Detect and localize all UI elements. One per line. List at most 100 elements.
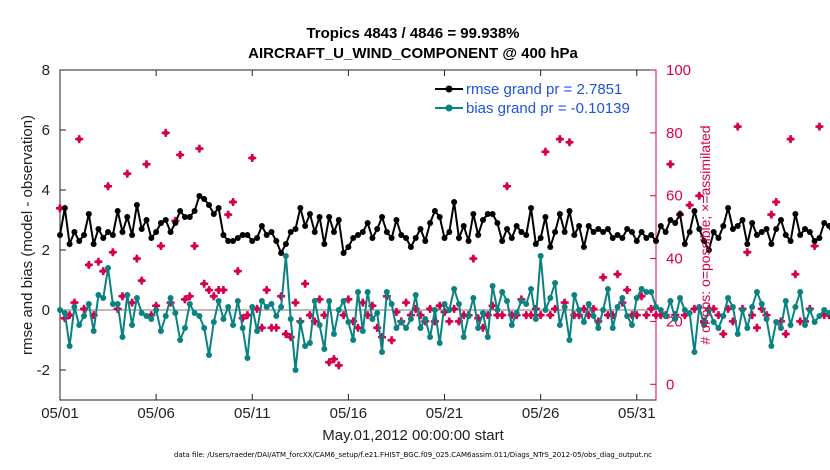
obs-point-core [821,312,827,318]
y2-axis-label: # of obs: o=possible; ×=assimilated [697,125,713,344]
obs-point-core [600,274,606,281]
rmse-point [335,217,342,223]
rmse-point [648,232,655,238]
rmse-point [138,226,145,232]
bias-point [619,295,626,301]
bias-point [475,325,482,331]
bias-point [95,292,102,298]
obs-point-core [57,205,63,211]
bias-point [513,310,520,316]
bias-point [696,304,703,310]
y2-tick-label: 40 [666,251,683,268]
bias-point [66,343,73,349]
obs-point-core [586,312,592,318]
rmse-point [143,217,150,223]
bias-point [436,340,443,346]
bias-point [388,301,395,307]
rmse-point [604,226,611,232]
rmse-point [148,235,155,241]
bias-point [763,316,770,322]
obs-point-core [182,296,188,303]
rmse-point [220,232,227,238]
bias-point [57,307,63,313]
bias-point [379,349,386,355]
rmse-point [710,229,717,235]
rmse-point [734,223,741,229]
rmse-point [364,220,371,226]
bias-point [811,319,818,325]
bias-point [446,307,453,313]
bias-point [206,352,212,358]
rmse-point [580,244,587,250]
obs-point-core [499,312,505,318]
obs-point-core [283,331,289,337]
obs-point-core [773,199,779,205]
obs-point-core [816,123,823,130]
obs-point-core [273,325,279,331]
obs-point-core [403,299,409,306]
bias-point [138,310,145,316]
bias-point [777,325,784,331]
bias-point [359,328,366,334]
bias-point [441,301,448,307]
rmse-point [571,232,578,238]
bias-point [672,316,679,322]
bias-point [76,322,83,328]
y2-tick-label: 80 [666,125,683,142]
rmse-point [407,244,414,250]
obs-point-core [687,202,693,208]
obs-point-core [682,312,688,318]
obs-point-core [163,130,169,136]
obs-point-core [393,309,400,315]
obs-point-core [216,287,222,293]
bias-point [282,253,289,259]
bias-point [263,304,270,310]
rmse-point [383,229,390,235]
obs-point-core [634,312,640,318]
bias-point [571,292,578,298]
rmse-point [234,235,241,241]
y2-tick-label: 100 [666,62,691,79]
obs-point-core [691,306,698,312]
obs-point-core [100,268,106,274]
obs-point-core [264,287,270,293]
obs-point-core [725,306,731,312]
rmse-point [460,223,467,229]
bias-point [542,307,549,313]
rmse-point [393,217,400,223]
obs-point-core [581,306,587,312]
bias-point [494,307,501,313]
bias-point [624,313,631,319]
rmse-point [619,235,626,241]
bias-point [806,307,813,313]
bias-point [374,310,381,316]
bias-point [220,316,227,322]
rmse-point [643,235,650,241]
rmse-point [826,223,830,229]
obs-point-core [797,318,803,325]
obs-point-core [355,325,361,331]
bias-point [230,322,237,328]
obs-point-core [211,293,217,299]
obs-point-core [244,312,251,318]
obs-point-core [624,287,630,293]
bias-point [254,328,261,334]
obs-point-core [427,306,433,312]
bias-point [143,313,150,319]
bias-point [705,307,712,313]
bias-point [604,286,611,292]
rmse-point [451,199,458,205]
rmse-point [90,241,97,247]
obs-point-core [754,325,760,331]
obs-point-core [67,312,73,318]
y-tick-label: 0 [42,302,50,319]
rmse-point [417,226,424,232]
bias-point [85,301,92,307]
bias-point [715,325,722,331]
bias-point [196,313,203,319]
obs-point-core [552,306,558,312]
bias-point [114,301,121,307]
obs-point-core [711,306,717,312]
rmse-point [321,241,328,247]
bias-point [316,322,323,328]
